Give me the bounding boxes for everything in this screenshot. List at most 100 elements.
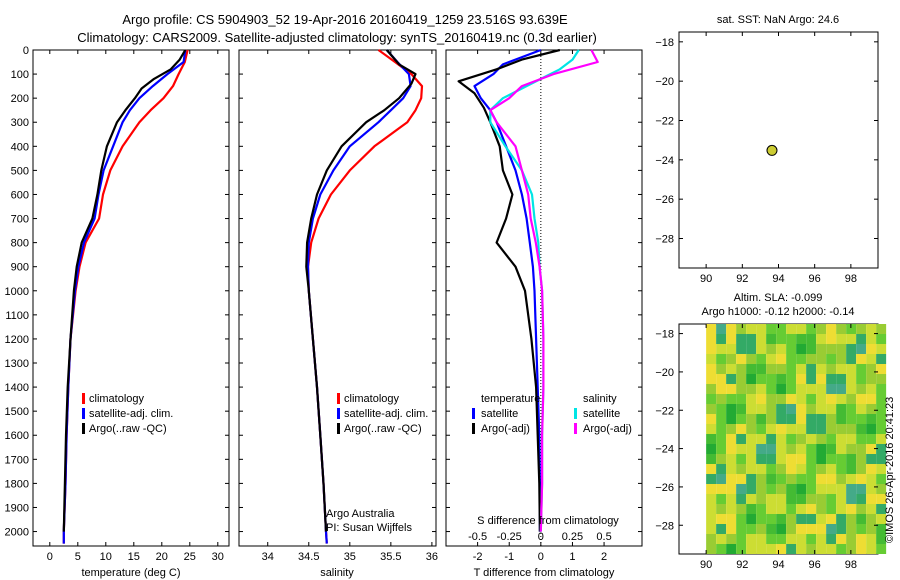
- heatmap-cell: [716, 364, 727, 374]
- heatmap-cell: [786, 324, 797, 334]
- heatmap-cell: [866, 354, 877, 364]
- heatmap-cell: [846, 504, 857, 514]
- depth-tick-label: 1800: [5, 478, 29, 490]
- x-tick-label: 96: [809, 559, 821, 571]
- x-tick-label: 94: [772, 559, 784, 571]
- heatmap-cell: [836, 404, 847, 414]
- heatmap-cell: [876, 374, 887, 384]
- legend-heading-salinity: salinity: [583, 393, 617, 405]
- heatmap-cell: [766, 524, 777, 534]
- heatmap-cell: [756, 474, 767, 484]
- heatmap-cell: [806, 374, 817, 384]
- y-tick-label: −18: [655, 37, 674, 49]
- heatmap-cell: [736, 354, 747, 364]
- heatmap-cell: [746, 384, 757, 394]
- heatmap-cell: [776, 494, 787, 504]
- depth-tick-label: 200: [11, 93, 29, 105]
- heatmap-cell: [766, 544, 777, 554]
- heatmap-cell: [856, 484, 867, 494]
- heatmap-cell: [866, 484, 877, 494]
- heatmap-cell: [866, 494, 877, 504]
- annotation-argo-australia: Argo Australia: [326, 508, 395, 520]
- heatmap-cell: [786, 474, 797, 484]
- heatmap-cell: [856, 404, 867, 414]
- heatmap-cell: [796, 474, 807, 484]
- heatmap-cell: [736, 484, 747, 494]
- heatmap-cell: [726, 404, 737, 414]
- heatmap-cell: [816, 454, 827, 464]
- heatmap-cell: [746, 344, 757, 354]
- s-tick-label: 0.25: [562, 531, 583, 543]
- depth-tick-label: 2000: [5, 527, 29, 539]
- heatmap-cell: [706, 494, 717, 504]
- heatmap-cell: [756, 484, 767, 494]
- heatmap-cell: [706, 374, 717, 384]
- s-difference-title: S difference from climatology: [477, 515, 619, 527]
- heatmap-cell: [736, 404, 747, 414]
- x-tick-label: 96: [809, 273, 821, 285]
- heatmap-cell: [836, 384, 847, 394]
- heatmap-cell: [806, 454, 817, 464]
- heatmap-cell: [826, 334, 837, 344]
- depth-tick-label: 400: [11, 141, 29, 153]
- heatmap-cell: [806, 534, 817, 544]
- heatmap-cell: [726, 354, 737, 364]
- heatmap-cell: [846, 374, 857, 384]
- heatmap-cell: [716, 494, 727, 504]
- heatmap-cell: [816, 334, 827, 344]
- heatmap-cell: [796, 424, 807, 434]
- heatmap-cell: [756, 454, 767, 464]
- x-tick-label: 0: [538, 551, 544, 563]
- heatmap-cell: [746, 524, 757, 534]
- annotation-pi: PI: Susan Wijffels: [326, 522, 412, 534]
- heatmap-cell: [716, 434, 727, 444]
- salinity-legend: climatology satellite-adj. clim. Argo(..…: [326, 393, 428, 534]
- heatmap-cell: [706, 444, 717, 454]
- heatmap-cell: [726, 364, 737, 374]
- heatmap-cell: [826, 424, 837, 434]
- heatmap-cell: [706, 414, 717, 424]
- heatmap-cell: [826, 434, 837, 444]
- x-tick-label: 36: [426, 551, 438, 563]
- heatmap-cell: [716, 414, 727, 424]
- heatmap-cell: [786, 394, 797, 404]
- heatmap-cell: [806, 474, 817, 484]
- heatmap-cell: [826, 384, 837, 394]
- heatmap-cell: [736, 434, 747, 444]
- x-tick-label: 5: [75, 551, 81, 563]
- heatmap-cell: [876, 464, 887, 474]
- heatmap-cell: [856, 344, 867, 354]
- heatmap-cell: [876, 504, 887, 514]
- heatmap-cell: [756, 374, 767, 384]
- heatmap-cell: [866, 344, 877, 354]
- heatmap-cell: [756, 524, 767, 534]
- heatmap-cell: [806, 324, 817, 334]
- heatmap-cell: [786, 374, 797, 384]
- heatmap-cell: [866, 474, 877, 484]
- x-tick-label: 30: [212, 551, 224, 563]
- depth-tick-label: 100: [11, 69, 29, 81]
- heatmap-cell: [816, 534, 827, 544]
- heatmap-cell: [816, 414, 827, 424]
- heatmap-cell: [786, 384, 797, 394]
- heatmap-cell: [726, 414, 737, 424]
- heatmap-cell: [866, 444, 877, 454]
- heatmap-cell: [796, 534, 807, 544]
- difference-panel-frame: [445, 49, 643, 547]
- heatmap-cell: [736, 384, 747, 394]
- heatmap-cell: [736, 334, 747, 344]
- heatmap-cell: [856, 444, 867, 454]
- heatmap-cell: [826, 394, 837, 404]
- heatmap-cell: [826, 454, 837, 464]
- heatmap-cell: [866, 434, 877, 444]
- heatmap-cell: [876, 454, 887, 464]
- heatmap-cell: [866, 514, 877, 524]
- x-tick-label: 92: [736, 273, 748, 285]
- heatmap-cell: [776, 404, 787, 414]
- heatmap-cell: [756, 334, 767, 344]
- heatmap-cell: [796, 514, 807, 524]
- heatmap-cell: [836, 354, 847, 364]
- heatmap-cell: [786, 444, 797, 454]
- heatmap-cell: [856, 374, 867, 384]
